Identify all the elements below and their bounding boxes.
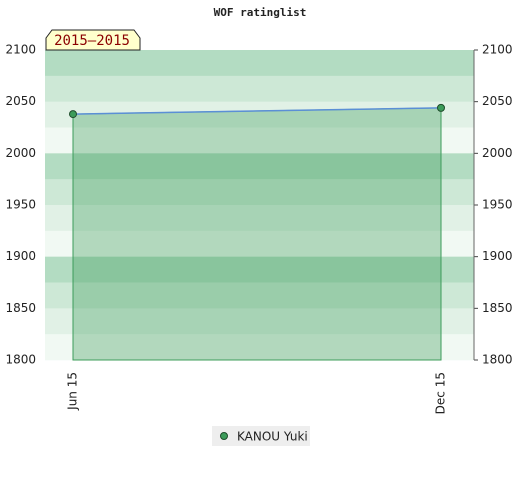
y2-tick-label: 2050 xyxy=(482,94,513,108)
band xyxy=(45,153,474,180)
y2-tick-label: 2100 xyxy=(482,43,513,57)
y2-tick-label: 1950 xyxy=(482,198,513,212)
y-tick-label: 1900 xyxy=(5,249,36,263)
band xyxy=(45,127,474,154)
point xyxy=(69,110,77,119)
band xyxy=(45,179,474,206)
line xyxy=(72,107,442,115)
chart-title: WOF ratinglist xyxy=(214,6,307,19)
y-tick-label: 1950 xyxy=(5,198,36,212)
plot xyxy=(69,103,445,361)
x-tick-label: Jun 15 xyxy=(66,372,80,411)
y2-tick-label: 1800 xyxy=(482,353,513,367)
band xyxy=(45,282,474,309)
band xyxy=(45,75,474,102)
point xyxy=(437,103,445,112)
band xyxy=(45,308,474,335)
band xyxy=(45,230,474,257)
annotation: 2015–2015 xyxy=(54,33,130,49)
y-tick-label: 1800 xyxy=(5,353,36,367)
y2-tick-label: 2000 xyxy=(482,146,513,160)
y2-tick-label: 1850 xyxy=(482,301,513,315)
annotation-box xyxy=(45,29,141,51)
y-tick-label: 2100 xyxy=(5,43,36,57)
legend-label: KANOU Yuki xyxy=(237,430,308,444)
legend-marker xyxy=(220,432,228,440)
band xyxy=(45,101,474,128)
y-tick-label: 2000 xyxy=(5,146,36,160)
plot-background xyxy=(45,50,474,361)
x-tick-label: Dec 15 xyxy=(434,372,448,414)
y-tick-label: 2050 xyxy=(5,94,36,108)
y-tick-label: 1850 xyxy=(5,301,36,315)
band xyxy=(45,50,474,77)
band xyxy=(45,205,474,232)
band xyxy=(45,334,474,361)
legend-box xyxy=(212,426,310,446)
y2-tick-label: 1900 xyxy=(482,249,513,263)
band xyxy=(45,256,474,283)
area xyxy=(72,107,442,361)
